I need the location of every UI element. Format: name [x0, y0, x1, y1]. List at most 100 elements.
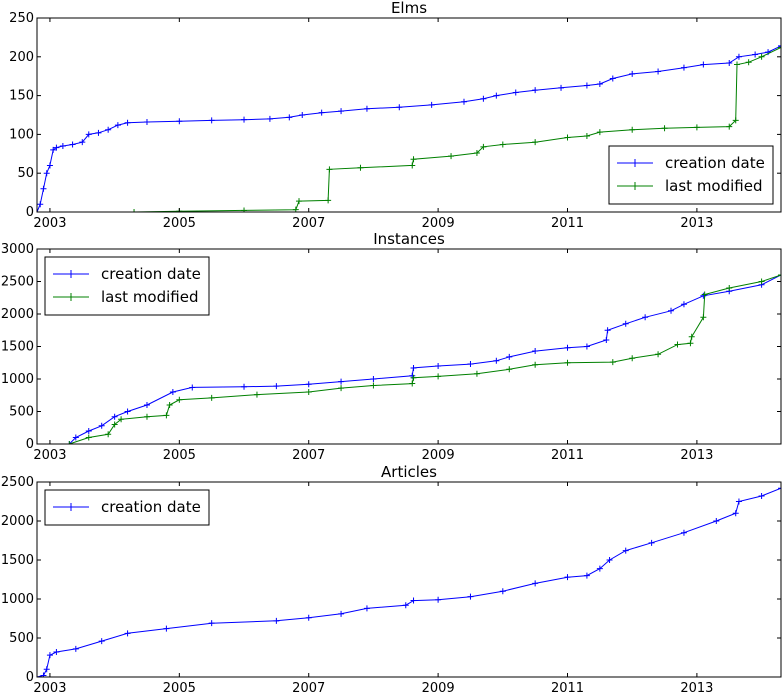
data-point [176, 396, 183, 403]
data-point [409, 162, 416, 169]
data-point [273, 617, 280, 624]
x-tick-label: 2005 [163, 681, 196, 692]
data-point [72, 645, 79, 652]
data-point [50, 146, 57, 153]
data-point [499, 141, 506, 148]
data-point [726, 123, 733, 130]
data-point [778, 44, 781, 51]
data-point [668, 307, 675, 314]
data-point [59, 143, 66, 150]
data-point [532, 361, 539, 368]
y-tick-label: 50 [17, 166, 34, 181]
data-point [655, 351, 662, 358]
data-point [564, 344, 571, 351]
data-point [596, 129, 603, 136]
data-point [72, 434, 79, 441]
data-point [583, 343, 590, 350]
data-point [396, 104, 403, 111]
data-point [726, 285, 733, 291]
data-point [85, 434, 92, 441]
data-point [208, 394, 215, 401]
data-point [305, 614, 312, 621]
data-point [241, 207, 248, 212]
legend-label: last modified [101, 288, 199, 306]
legend-box [608, 145, 774, 205]
data-point [693, 124, 700, 131]
x-tick-label: 2009 [422, 448, 455, 463]
x-tick-label: 2005 [163, 216, 196, 231]
data-point [609, 359, 616, 366]
series-last-modified [131, 44, 781, 212]
data-point [66, 441, 73, 444]
y-tick-label: 500 [9, 631, 34, 646]
data-point [642, 314, 649, 321]
x-tick-label: 2011 [551, 681, 584, 692]
data-point [410, 156, 417, 163]
legend-label: last modified [665, 177, 763, 195]
data-point [609, 75, 616, 82]
x-tick-label: 2007 [292, 681, 325, 692]
data-point [79, 139, 86, 146]
data-point [700, 292, 707, 299]
data-point [143, 413, 150, 420]
chart-title: Instances [373, 230, 445, 248]
data-point [370, 376, 377, 382]
data-point [163, 625, 170, 632]
chart-panel-elms: Elms 2003 2005 2007 2009 2011 2013 0 50 100 150 200… [9, 0, 782, 231]
data-point [467, 593, 474, 600]
legend-marker [67, 293, 75, 301]
legend-label: creation date [101, 498, 201, 516]
legend-marker [631, 159, 639, 167]
data-point [480, 143, 487, 150]
data-point [512, 89, 519, 96]
data-point [532, 580, 539, 587]
x-tick-label: 2003 [33, 216, 66, 231]
data-point [124, 630, 131, 637]
data-point [596, 565, 603, 572]
y-tick-label: 2000 [1, 307, 34, 322]
y-tick-label: 250 [9, 11, 34, 26]
data-point [480, 95, 487, 102]
data-point [85, 428, 92, 434]
data-point [296, 198, 303, 205]
y-tick-label: 0 [26, 205, 34, 220]
data-point [409, 380, 416, 387]
data-point [208, 620, 215, 627]
data-point [169, 389, 176, 395]
data-point [85, 131, 92, 138]
data-point [208, 117, 215, 124]
data-point [713, 518, 720, 524]
data-point [46, 652, 53, 659]
chart-panel-instances: Instances 2003 2005 2007 2009 2011 2013 0 500 100… [1, 230, 782, 463]
data-point [370, 382, 377, 389]
legend-marker [631, 182, 639, 190]
data-point [95, 129, 102, 136]
data-point [532, 139, 539, 146]
data-point [735, 498, 742, 505]
data-point [564, 134, 571, 141]
data-point [163, 412, 170, 419]
data-point [680, 64, 687, 71]
data-point [338, 385, 345, 392]
data-point [700, 61, 707, 68]
legend: creation date last modified [608, 145, 774, 205]
data-point [53, 144, 60, 151]
data-point [338, 108, 345, 115]
data-point [357, 164, 364, 171]
y-tick-label: 1500 [1, 340, 34, 355]
legend-marker [67, 503, 75, 511]
data-point [435, 596, 442, 603]
data-point [98, 422, 105, 429]
plot-frame [36, 17, 782, 213]
data-point [758, 278, 765, 285]
data-point [299, 112, 306, 118]
data-point [629, 126, 636, 133]
data-point [143, 402, 150, 408]
data-point [726, 60, 733, 67]
data-point [758, 53, 765, 60]
x-tick-label: 2013 [680, 216, 713, 231]
chart-title: Articles [381, 463, 437, 481]
data-point [176, 118, 183, 125]
y-tick-label: 3000 [1, 242, 34, 257]
data-point [583, 572, 590, 579]
